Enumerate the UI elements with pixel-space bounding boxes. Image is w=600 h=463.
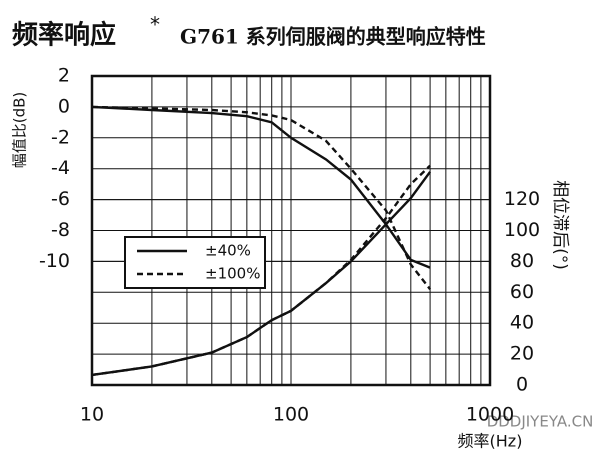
- y2-tick-label: 100: [504, 219, 540, 241]
- chart-title: 频率响应: [12, 20, 116, 51]
- series-line: [91, 105, 432, 290]
- y2-tick-label: 60: [510, 281, 534, 303]
- series-line: [91, 105, 431, 269]
- y2-axis-label: 相位滞后(°): [550, 180, 570, 270]
- series-line: [91, 164, 431, 377]
- y-tick-label: -2: [51, 126, 70, 148]
- legend-label: ±40%: [205, 242, 251, 260]
- x-axis-label: 频率(Hz): [458, 432, 523, 451]
- y-tick-label: -8: [51, 219, 70, 241]
- y2-tick-label: 20: [510, 343, 534, 365]
- y-axis-label: 幅值比(dB): [11, 92, 29, 169]
- y2-tick-label: 40: [510, 312, 534, 334]
- y2-tick-label: 80: [510, 250, 534, 272]
- y-tick-label: -6: [51, 188, 70, 210]
- title-mark: *: [150, 13, 160, 37]
- y2-tick-label: 120: [504, 188, 540, 210]
- plot-frame: [90, 74, 492, 387]
- y-tick-label: -10: [39, 250, 70, 272]
- legend-label: ±100%: [205, 265, 260, 283]
- legend-box: [124, 236, 266, 289]
- x-tick-label: 10: [80, 404, 104, 426]
- chart-subtitle: G761 系列伺服阀的典型响应特性: [180, 25, 486, 49]
- x-tick-label: 1000: [466, 404, 514, 426]
- y2-tick-label: 0: [516, 374, 528, 396]
- y-tick-label: 0: [58, 95, 70, 117]
- y-tick-label: -4: [51, 157, 70, 179]
- y-tick-label: 2: [58, 65, 70, 87]
- x-tick-label: 100: [273, 404, 309, 426]
- watermark: DDDJIYEYA.CN: [487, 413, 594, 431]
